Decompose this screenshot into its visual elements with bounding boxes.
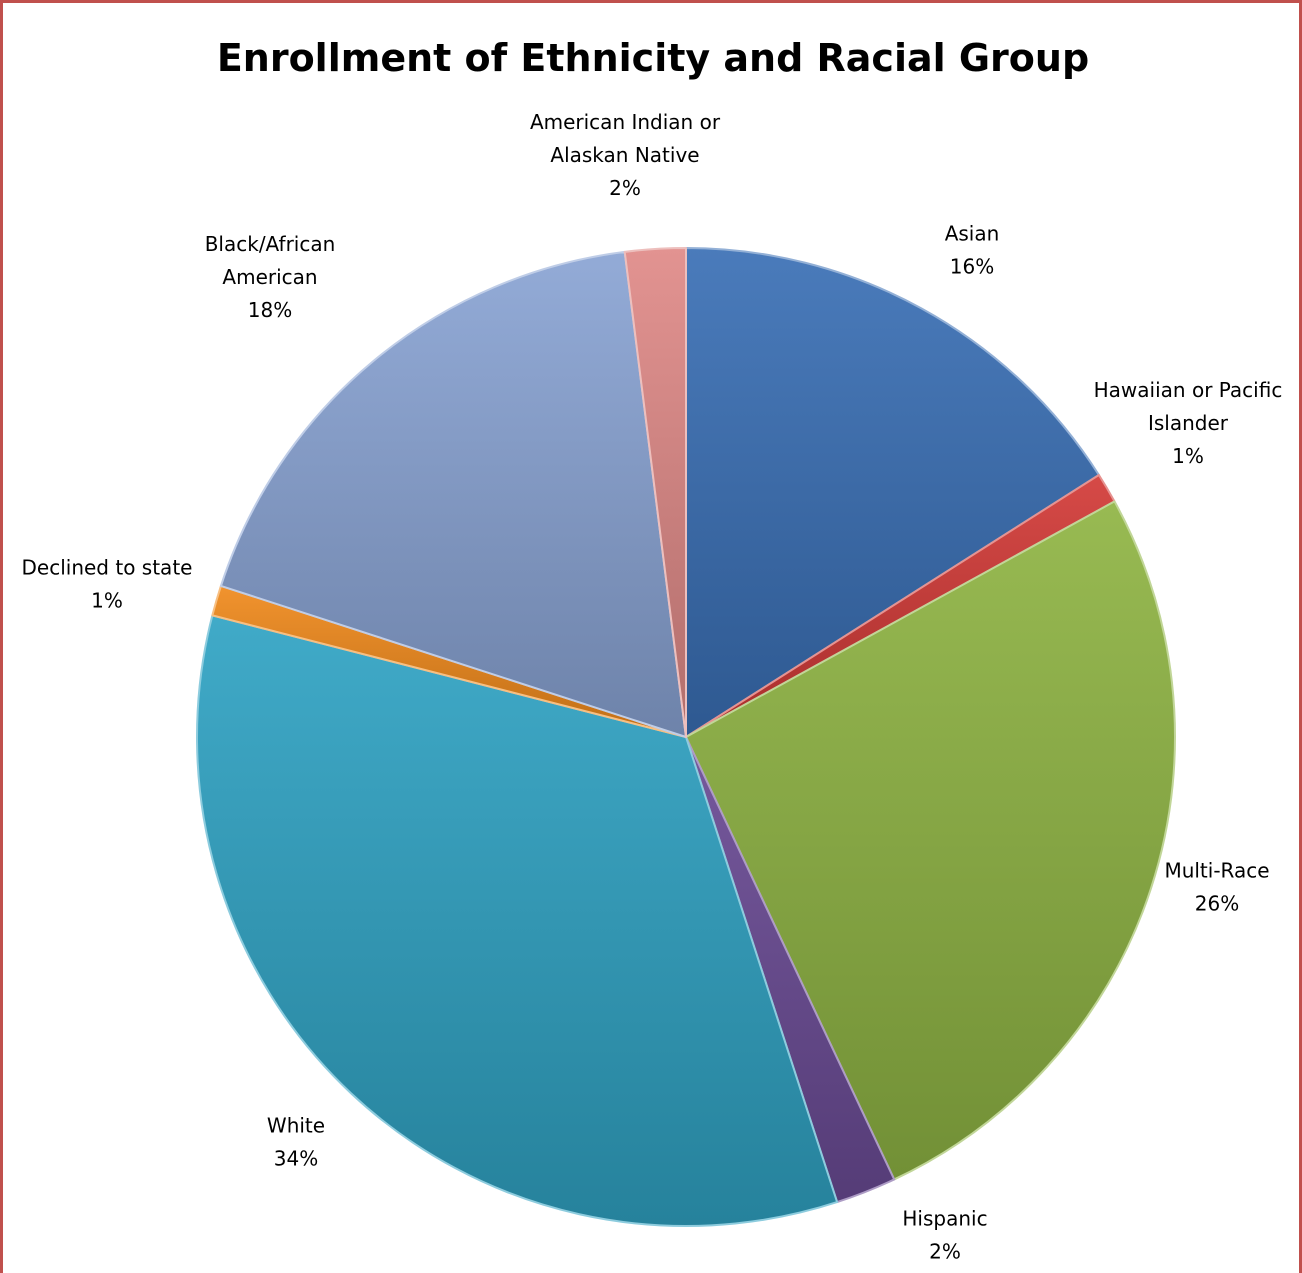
data-label-black-african-american: Black/African American 18% (205, 232, 336, 322)
data-label-white: White 34% (267, 1114, 325, 1171)
pie-slices (196, 247, 1176, 1227)
pie-slice-asian (685, 247, 1100, 738)
data-label-declined-to-state: Declined to state 1% (22, 556, 193, 613)
chart-title: Enrollment of Ethnicity and Racial Group (217, 36, 1089, 80)
slice-labels: Asian 16% Hawaiian or Pacific Islander 1% Mul… (22, 110, 1283, 1264)
pie-slice-american-indian-or-alaskan-native (623, 247, 687, 738)
pie-slice-black-african-american (219, 250, 687, 738)
pie-slice-multi-race (685, 500, 1176, 1181)
data-label-asian: Asian 16% (945, 222, 1000, 279)
data-label-hawaiian-or-pacific-islander: Hawaiian or Pacific Islander 1% (1094, 378, 1283, 468)
data-label-multi-race: Multi-Race 26% (1164, 859, 1269, 916)
data-label-american-indian-or-alaskan-native: American Indian or Alaskan Native 2% (530, 110, 721, 200)
pie-slice-white (196, 614, 839, 1227)
data-label-hispanic: Hispanic 2% (902, 1207, 987, 1264)
